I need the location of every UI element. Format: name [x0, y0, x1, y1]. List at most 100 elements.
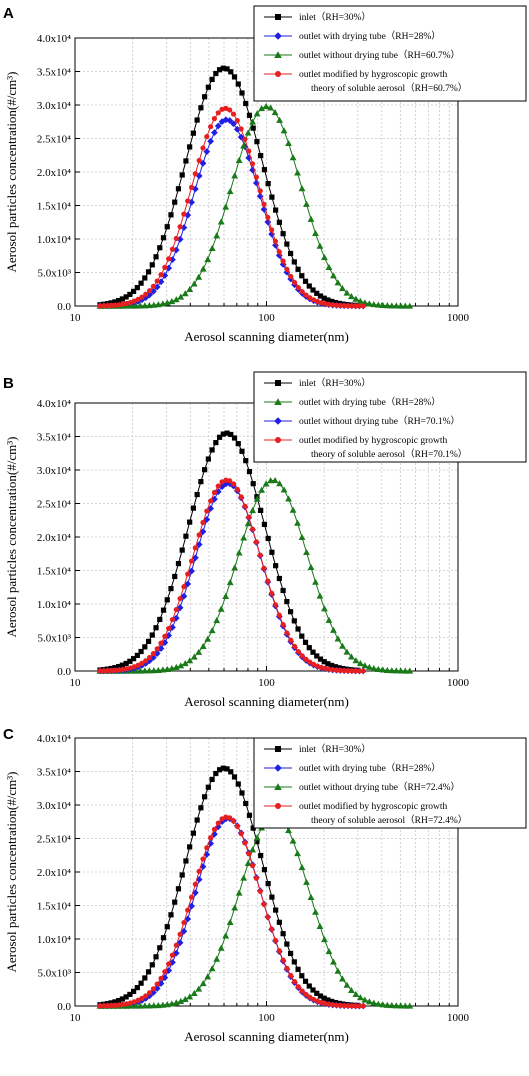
data-point	[157, 245, 163, 251]
data-point	[298, 185, 306, 192]
data-point	[209, 776, 215, 782]
data-point	[123, 660, 129, 667]
data-point	[173, 606, 179, 613]
data-point	[112, 999, 118, 1005]
data-point	[222, 592, 230, 599]
data-point	[291, 979, 298, 985]
data-point	[211, 489, 218, 496]
data-point	[235, 156, 243, 163]
legend-box	[253, 371, 527, 463]
data-point	[202, 94, 208, 100]
data-point	[353, 1003, 359, 1009]
data-point	[334, 967, 342, 974]
data-point	[234, 486, 240, 492]
data-point	[258, 152, 264, 159]
data-point	[312, 908, 319, 915]
data-point	[307, 563, 315, 571]
data-point	[143, 658, 149, 664]
data-point	[288, 972, 294, 979]
data-point	[291, 959, 297, 965]
data-point	[310, 987, 316, 993]
data-point	[154, 666, 162, 673]
data-point	[143, 993, 149, 999]
data-point	[250, 481, 256, 487]
data-point	[145, 667, 153, 674]
y-tick-label: 3.0x10⁴	[37, 100, 71, 112]
data-point	[158, 975, 164, 982]
data-point	[175, 560, 182, 567]
data-point	[392, 667, 400, 674]
data-point	[145, 301, 153, 309]
data-point	[334, 279, 342, 286]
data-point	[299, 289, 305, 295]
data-point	[285, 495, 292, 502]
data-point	[220, 765, 226, 771]
data-point	[169, 616, 176, 623]
data-point	[154, 278, 160, 284]
data-point	[181, 290, 189, 297]
data-point	[370, 664, 378, 672]
data-point	[401, 1002, 409, 1009]
data-point	[374, 665, 382, 672]
data-point	[397, 667, 405, 674]
data-point	[227, 815, 233, 821]
data-point	[190, 130, 197, 136]
data-point	[211, 116, 218, 122]
data-point	[341, 303, 347, 309]
data-point	[298, 533, 306, 541]
data-point	[246, 468, 253, 475]
data-point	[307, 215, 315, 222]
data-point	[231, 564, 239, 571]
legend-entry-text: inlet（RH=30%）	[299, 743, 371, 755]
data-point	[168, 585, 174, 592]
y-tick-label: 1.5x10⁴	[37, 901, 71, 913]
data-point	[231, 172, 239, 179]
data-point	[226, 188, 234, 195]
data-point	[392, 302, 400, 309]
y-tick-label: 5.0x10³	[37, 633, 71, 645]
data-point	[280, 486, 288, 493]
y-axis-label: Aerosol particles concentration(#/cm³)	[4, 72, 19, 273]
data-point	[265, 180, 271, 187]
data-point	[146, 288, 153, 294]
data-point	[130, 988, 137, 994]
data-point	[183, 533, 189, 539]
series-line	[99, 432, 358, 671]
data-point	[179, 172, 185, 178]
data-point	[253, 875, 259, 881]
data-point	[208, 627, 216, 634]
data-point	[176, 235, 184, 243]
data-point	[316, 922, 324, 929]
data-point	[177, 931, 183, 937]
data-point	[406, 1002, 414, 1009]
data-point	[177, 595, 183, 602]
data-point	[226, 918, 234, 925]
data-point	[145, 969, 152, 975]
legend-entry-text: outlet with drying tube（RH=28%）	[299, 30, 441, 42]
data-point	[153, 625, 159, 631]
data-point	[379, 301, 387, 309]
data-point	[220, 65, 226, 71]
data-point	[261, 167, 268, 173]
data-point	[239, 790, 245, 796]
legend-marker	[275, 746, 281, 752]
data-point	[303, 292, 309, 298]
data-point	[267, 104, 274, 111]
data-point	[370, 999, 378, 1006]
series-line	[99, 818, 364, 1007]
data-point	[262, 480, 270, 487]
data-point	[217, 605, 225, 612]
data-point	[146, 990, 153, 996]
data-point	[145, 638, 152, 645]
legend-marker	[274, 51, 282, 59]
data-point	[195, 172, 203, 180]
data-point	[356, 1003, 363, 1009]
data-point	[222, 480, 230, 488]
y-tick-label: 0.0	[57, 666, 71, 678]
series-4	[97, 477, 366, 674]
data-point	[135, 997, 141, 1003]
data-point	[195, 648, 203, 655]
data-point	[326, 666, 332, 672]
data-point	[348, 986, 355, 993]
